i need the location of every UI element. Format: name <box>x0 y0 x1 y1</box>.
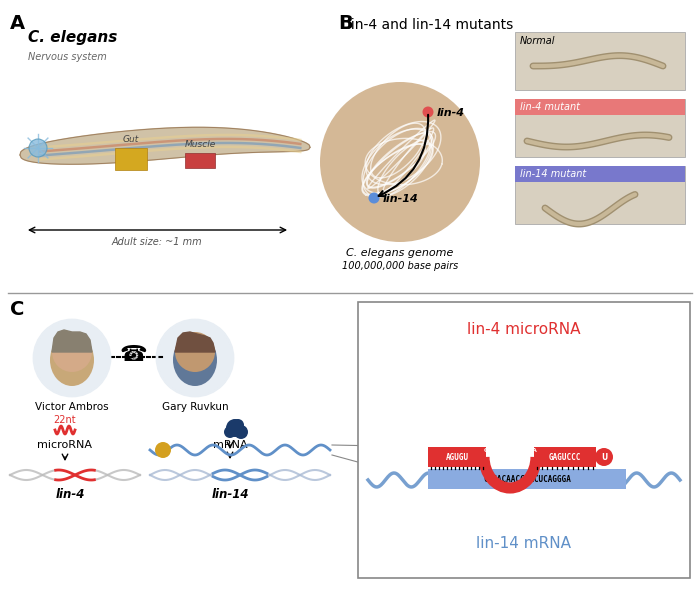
Text: lin-14: lin-14 <box>383 194 419 204</box>
Bar <box>515 166 685 224</box>
Circle shape <box>368 192 379 204</box>
Text: Gary Ruvkun: Gary Ruvkun <box>162 402 228 412</box>
Text: lin-14 mRNA: lin-14 mRNA <box>477 536 571 551</box>
Text: 22nt: 22nt <box>54 415 76 425</box>
Text: Gut: Gut <box>123 135 139 144</box>
Bar <box>358 302 690 578</box>
Text: B: B <box>338 14 353 33</box>
Bar <box>428 469 626 489</box>
Text: GAGUCCC: GAGUCCC <box>549 453 581 461</box>
Bar <box>515 32 685 90</box>
Circle shape <box>224 426 236 438</box>
Text: U: U <box>508 437 512 442</box>
Text: Nervous system: Nervous system <box>28 52 106 62</box>
Text: C: C <box>498 438 503 443</box>
Text: lin-14 mutant: lin-14 mutant <box>520 169 587 179</box>
Text: Normal: Normal <box>520 36 556 46</box>
Text: AGUGU: AGUGU <box>445 453 468 461</box>
Circle shape <box>234 425 248 439</box>
Text: Muscle: Muscle <box>184 140 216 149</box>
Text: lin-4 microRNA: lin-4 microRNA <box>468 322 581 337</box>
Text: lin-4: lin-4 <box>437 108 465 118</box>
Circle shape <box>226 419 244 437</box>
Circle shape <box>34 320 110 396</box>
Text: lin-4 mutant: lin-4 mutant <box>520 102 580 112</box>
Circle shape <box>175 332 215 372</box>
Text: C: C <box>10 300 25 319</box>
Polygon shape <box>20 127 310 164</box>
Text: mRNA: mRNA <box>213 440 247 450</box>
Text: Adult size: ~1 mm: Adult size: ~1 mm <box>112 237 202 247</box>
Circle shape <box>155 442 171 458</box>
Circle shape <box>232 419 244 431</box>
Text: C. elegans genome: C. elegans genome <box>346 248 454 258</box>
Bar <box>515 99 685 157</box>
Text: C: C <box>526 442 531 447</box>
Text: 100,000,000 base pairs: 100,000,000 base pairs <box>342 261 458 271</box>
Bar <box>428 447 486 467</box>
Text: ☎: ☎ <box>119 345 147 365</box>
Ellipse shape <box>173 334 217 386</box>
Text: C. elegans: C. elegans <box>28 30 118 45</box>
Circle shape <box>29 139 47 157</box>
Text: G: G <box>484 448 489 453</box>
Text: A: A <box>531 448 536 453</box>
Bar <box>534 447 596 467</box>
Circle shape <box>52 332 92 372</box>
Bar <box>185 153 215 168</box>
Bar <box>515 99 685 115</box>
Circle shape <box>320 82 480 242</box>
Bar <box>115 148 147 170</box>
Text: A: A <box>10 14 25 33</box>
Text: lin-4: lin-4 <box>55 488 85 501</box>
Polygon shape <box>52 330 92 352</box>
Ellipse shape <box>50 334 94 386</box>
Circle shape <box>157 320 233 396</box>
Circle shape <box>423 107 433 117</box>
Text: Victor Ambros: Victor Ambros <box>35 402 108 412</box>
Text: CUCACAACCAACUCAGGGA: CUCACAACCAACUCAGGGA <box>483 474 571 483</box>
Text: C: C <box>518 438 522 443</box>
Text: A: A <box>489 442 494 447</box>
Text: U: U <box>601 453 607 461</box>
Text: lin-14: lin-14 <box>211 488 248 501</box>
Text: lin-4 and lin-14 mutants: lin-4 and lin-14 mutants <box>347 18 513 32</box>
Polygon shape <box>175 332 215 352</box>
Circle shape <box>595 448 613 466</box>
Bar <box>515 166 685 182</box>
Text: microRNA: microRNA <box>38 440 92 450</box>
